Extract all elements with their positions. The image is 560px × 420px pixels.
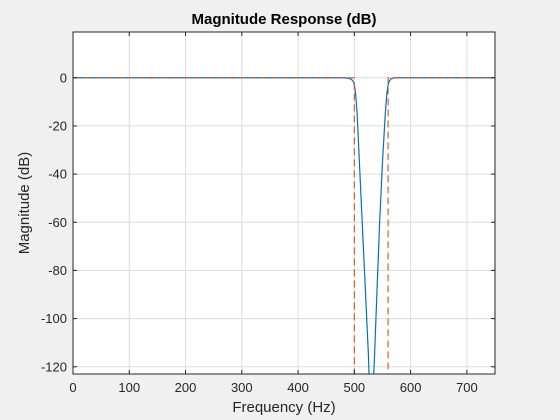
y-tick-label: -60 <box>48 215 67 230</box>
y-tick-label: -80 <box>48 263 67 278</box>
x-tick-label: 100 <box>118 380 140 395</box>
response-line <box>73 77 495 374</box>
x-tick-label: 200 <box>175 380 197 395</box>
axes-box <box>72 31 496 375</box>
chart-title: Magnitude Response (dB) <box>191 11 376 28</box>
axes-background <box>73 32 495 374</box>
x-axis-label: Frequency (Hz) <box>232 399 335 416</box>
x-tick-label: 600 <box>400 380 422 395</box>
x-tick-label: 700 <box>456 380 478 395</box>
x-tick-label: 300 <box>231 380 253 395</box>
y-tick-label: -20 <box>48 118 67 133</box>
y-axis-label: Magnitude (dB) <box>16 152 33 255</box>
series-layer <box>73 77 495 374</box>
y-tick-label: -40 <box>48 167 67 182</box>
mask-line <box>73 77 495 374</box>
y-tick-label: 0 <box>60 70 67 85</box>
y-tick-label: -100 <box>41 311 67 326</box>
ticks: 0 100 200 300 400 500 600 700 0 -20 -40 -60 -80 -100 -… <box>41 32 495 395</box>
x-tick-label: 400 <box>287 380 309 395</box>
x-tick-label: 500 <box>343 380 365 395</box>
y-tick-label: -120 <box>41 359 67 374</box>
x-tick-label: 0 <box>69 380 76 395</box>
